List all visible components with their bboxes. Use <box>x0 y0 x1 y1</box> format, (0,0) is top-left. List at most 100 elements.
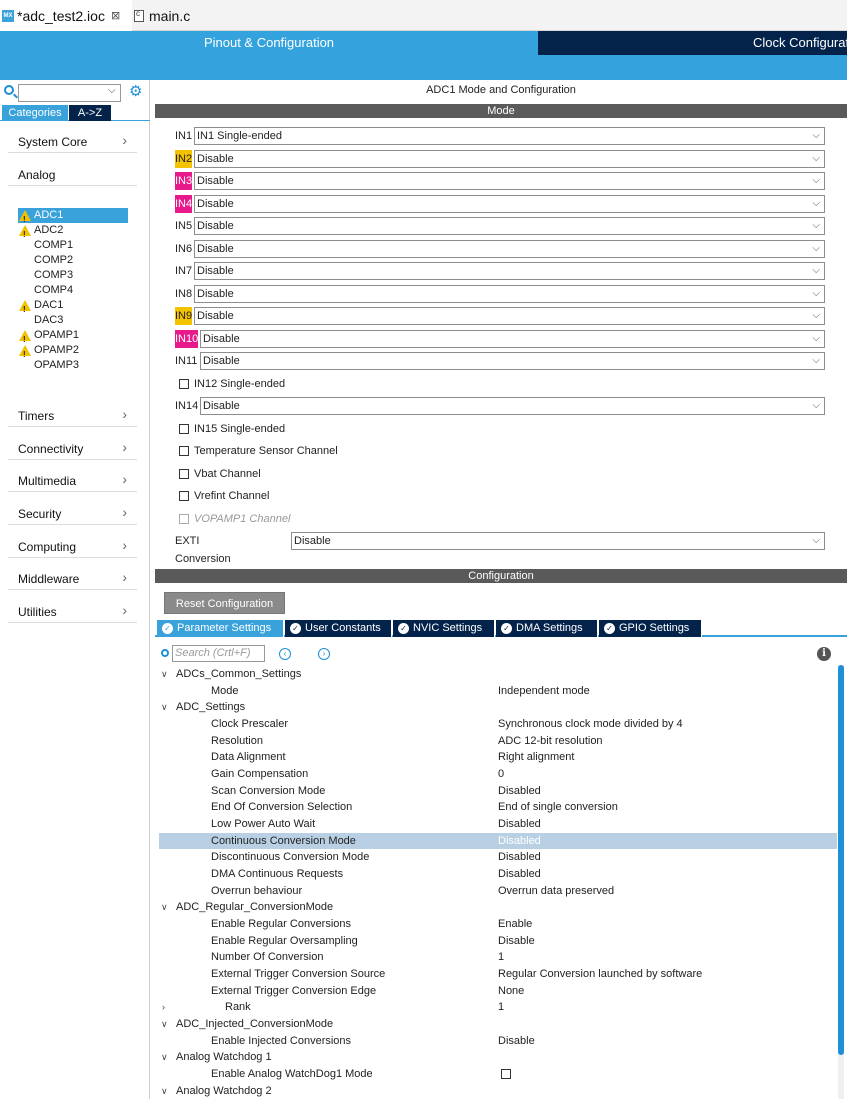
parameter-row[interactable]: External Trigger Conversion Source Regul… <box>159 966 837 982</box>
parameter-value[interactable]: Disabled <box>498 833 541 849</box>
tree-scrollbar[interactable] <box>838 665 844 1099</box>
expand-icon[interactable]: ∨ <box>161 669 168 679</box>
analog-item-dac1[interactable]: DAC1 <box>18 298 128 317</box>
channel-in10-select[interactable]: Disable ⌵ <box>200 330 825 348</box>
tree-group-row[interactable]: ∨ ADC_Regular_ConversionMode <box>159 899 837 915</box>
analog-item-comp1[interactable]: COMP1 <box>18 238 128 253</box>
expand-icon[interactable]: ∨ <box>161 1019 168 1029</box>
info-icon[interactable]: i <box>817 647 831 661</box>
tab-pinout-configuration[interactable]: Pinout & Configuration <box>203 35 335 50</box>
expand-icon[interactable]: ∨ <box>161 702 168 712</box>
exti-trigger-select[interactable]: Disable ⌵ <box>291 532 825 550</box>
category-security[interactable]: Security › <box>8 503 137 525</box>
channel-in4-select[interactable]: Disable ⌵ <box>194 195 825 213</box>
tree-group-row[interactable]: ∨ ADC_Settings <box>159 699 837 715</box>
category-panel: ⌵ ⚙ Categories A->Z System Core › Analog… <box>0 80 150 1099</box>
temp-sensor-checkbox[interactable] <box>179 446 189 456</box>
expand-icon[interactable]: ∨ <box>161 902 168 912</box>
channel-in11-select[interactable]: Disable ⌵ <box>200 352 825 370</box>
parameter-row[interactable]: End Of Conversion Selection End of singl… <box>159 799 837 815</box>
vrefint-checkbox[interactable] <box>179 491 189 501</box>
category-computing[interactable]: Computing › <box>8 536 137 558</box>
tab-parameter-settings[interactable]: ✓ Parameter Settings <box>157 620 284 637</box>
channel-in8-select[interactable]: Disable ⌵ <box>194 285 825 303</box>
warning-icon <box>19 300 31 317</box>
tab-user-constants[interactable]: ✓ User Constants <box>285 620 392 637</box>
category-timers[interactable]: Timers › <box>8 405 137 427</box>
reset-configuration-button[interactable]: Reset Configuration <box>164 592 285 614</box>
parameter-row[interactable]: Mode Independent mode <box>159 683 837 699</box>
category-system-core[interactable]: System Core › <box>8 131 137 153</box>
parameter-row-rank[interactable]: › Rank 1 <box>159 999 837 1015</box>
parameter-row[interactable]: Scan Conversion Mode Disabled <box>159 783 837 799</box>
editor-tab-label: *adc_test2.ioc <box>17 7 105 24</box>
chevron-down-icon: ⌵ <box>812 243 820 254</box>
expand-icon[interactable]: ∨ <box>161 1086 168 1096</box>
tree-group-row[interactable]: ∨ ADC_Injected_ConversionMode <box>159 1016 837 1032</box>
editor-tab-main[interactable]: main.c <box>134 0 204 31</box>
tab-dma-settings[interactable]: ✓ DMA Settings <box>496 620 598 637</box>
channel-in7-select[interactable]: Disable ⌵ <box>194 262 825 280</box>
expand-icon[interactable]: › <box>162 1002 165 1012</box>
parameter-row[interactable]: Gain Compensation 0 <box>159 766 837 782</box>
parameter-row[interactable]: Enable Injected Conversions Disable <box>159 1033 837 1049</box>
parameter-search-input[interactable]: Search (Crtl+F) <box>172 645 265 662</box>
parameter-row[interactable]: Clock Prescaler Synchronous clock mode d… <box>159 716 837 732</box>
tab-a-z[interactable]: A->Z <box>69 105 111 121</box>
in15-checkbox[interactable] <box>179 424 189 434</box>
tab-nvic-settings[interactable]: ✓ NVIC Settings <box>393 620 495 637</box>
analog-item-opamp3[interactable]: OPAMP3 <box>18 358 128 373</box>
tree-group-row[interactable]: ∨ Analog Watchdog 2 <box>159 1083 837 1099</box>
parameter-row[interactable]: Enable Regular Oversampling Disable <box>159 933 837 949</box>
channel-in3-select[interactable]: Disable ⌵ <box>194 172 825 190</box>
next-icon[interactable]: › <box>318 648 330 660</box>
analog-item-opamp1[interactable]: OPAMP1 <box>18 328 128 347</box>
parameter-row[interactable]: Discontinuous Conversion Mode Disabled <box>159 849 837 865</box>
category-connectivity[interactable]: Connectivity › <box>8 438 137 460</box>
channel-in2-select[interactable]: Disable ⌵ <box>194 150 825 168</box>
category-multimedia[interactable]: Multimedia › <box>8 470 137 492</box>
parameter-row[interactable]: Number Of Conversion 1 <box>159 949 837 965</box>
category-utilities[interactable]: Utilities › <box>8 601 137 623</box>
analog-item-opamp2[interactable]: OPAMP2 <box>18 343 128 362</box>
chevron-down-icon[interactable]: ⌵ <box>108 85 116 96</box>
parameter-row[interactable]: DMA Continuous Requests Disabled <box>159 866 837 882</box>
analog-watchdog1-checkbox[interactable] <box>501 1069 511 1079</box>
analog-item-adc2[interactable]: ADC2 <box>18 223 128 242</box>
parameter-row-selected[interactable]: Continuous Conversion Mode Disabled <box>159 833 837 849</box>
tree-group-row[interactable]: ∨ ADCs_Common_Settings <box>159 666 837 682</box>
parameter-row[interactable]: Resolution ADC 12-bit resolution <box>159 733 837 749</box>
parameter-row[interactable]: External Trigger Conversion Edge None <box>159 983 837 999</box>
category-analog[interactable]: Analog <box>8 164 137 186</box>
in12-checkbox[interactable] <box>179 379 189 389</box>
previous-icon[interactable]: ‹ <box>279 648 291 660</box>
parameter-row[interactable]: Data Alignment Right alignment <box>159 749 837 765</box>
tree-group-row[interactable]: ∨ Analog Watchdog 1 <box>159 1049 837 1065</box>
parameter-row[interactable]: Low Power Auto Wait Disabled <box>159 816 837 832</box>
vbat-checkbox[interactable] <box>179 469 189 479</box>
editor-tab-ioc[interactable]: MX *adc_test2.ioc ⊠ <box>0 0 132 31</box>
chevron-right-icon: › <box>122 569 127 585</box>
parameter-row[interactable]: Enable Analog WatchDog1 Mode <box>159 1066 837 1082</box>
channel-in5-select[interactable]: Disable ⌵ <box>194 217 825 235</box>
analog-item-comp4[interactable]: COMP4 <box>18 283 128 298</box>
gear-icon[interactable]: ⚙ <box>129 83 143 100</box>
analog-item-dac3[interactable]: DAC3 <box>18 313 128 328</box>
channel-in14-select[interactable]: Disable ⌵ <box>200 397 825 415</box>
scrollbar-thumb[interactable] <box>838 665 844 1055</box>
parameter-row[interactable]: Overrun behaviour Overrun data preserved <box>159 883 837 899</box>
channel-in1-select[interactable]: IN1 Single-ended ⌵ <box>194 127 825 145</box>
tab-clock-configuration[interactable]: Clock Configuration <box>538 31 847 55</box>
tab-categories[interactable]: Categories <box>2 105 68 121</box>
category-search-input[interactable] <box>18 84 121 102</box>
analog-item-comp3[interactable]: COMP3 <box>18 268 128 283</box>
tab-gpio-settings[interactable]: ✓ GPIO Settings <box>599 620 702 637</box>
channel-in9-select[interactable]: Disable ⌵ <box>194 307 825 325</box>
channel-in6-select[interactable]: Disable ⌵ <box>194 240 825 258</box>
close-icon[interactable]: ⊠ <box>110 10 121 22</box>
analog-item-comp2[interactable]: COMP2 <box>18 253 128 268</box>
expand-icon[interactable]: ∨ <box>161 1052 168 1062</box>
parameter-row[interactable]: Enable Regular Conversions Enable <box>159 916 837 932</box>
category-middleware[interactable]: Middleware › <box>8 568 137 590</box>
analog-item-adc1[interactable]: ADC1 <box>18 208 128 227</box>
